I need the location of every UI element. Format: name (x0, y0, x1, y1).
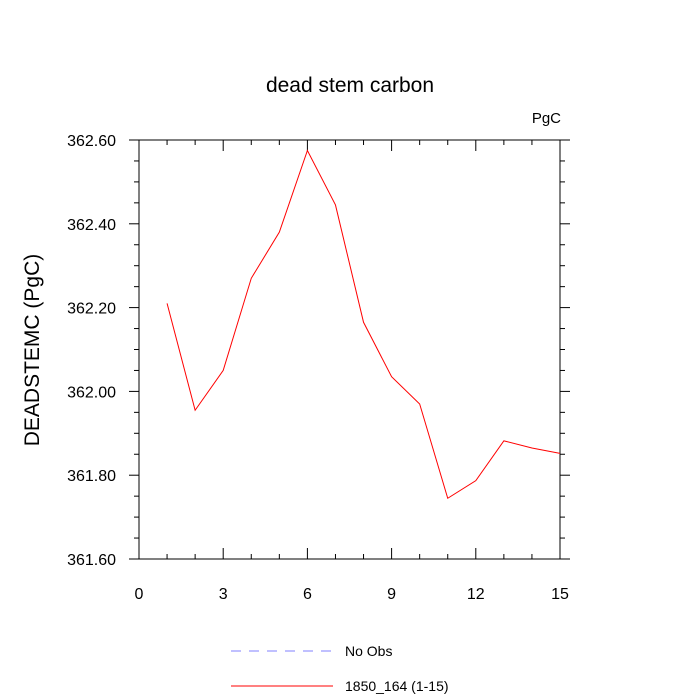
axis-tick-labels: 0 3 6 9 12 15 361.60 361.80 362.00 362.20 362.40 36… (67, 133, 569, 603)
series-line-1 (166, 149, 561, 500)
axis-ticks (129, 139, 570, 560)
legend: No Obs 1850_164 (1-15) (231, 643, 449, 694)
y-tick-label: 362.40 (67, 217, 116, 234)
legend-label-0: No Obs (345, 643, 392, 659)
x-tick-label: 3 (219, 586, 228, 603)
units-label: PgC (532, 110, 561, 127)
y-tick-label: 361.80 (67, 468, 116, 485)
x-tick-label: 12 (467, 586, 485, 603)
x-tick-label: 0 (135, 586, 144, 603)
y-tick-label: 362.00 (67, 384, 116, 401)
y-tick-label: 361.60 (67, 552, 116, 569)
x-tick-label: 15 (551, 586, 569, 603)
legend-label-1: 1850_164 (1-15) (345, 678, 449, 694)
plot-frame (138, 139, 561, 560)
y-tick-label: 362.60 (67, 133, 116, 150)
y-tick-label: 362.20 (67, 301, 116, 318)
y-axis-label: DEADSTEMC (PgC) (21, 254, 44, 447)
x-tick-label: 6 (303, 586, 312, 603)
series-layer (166, 149, 561, 500)
x-tick-label: 9 (387, 586, 396, 603)
chart-title: dead stem carbon (266, 74, 434, 97)
